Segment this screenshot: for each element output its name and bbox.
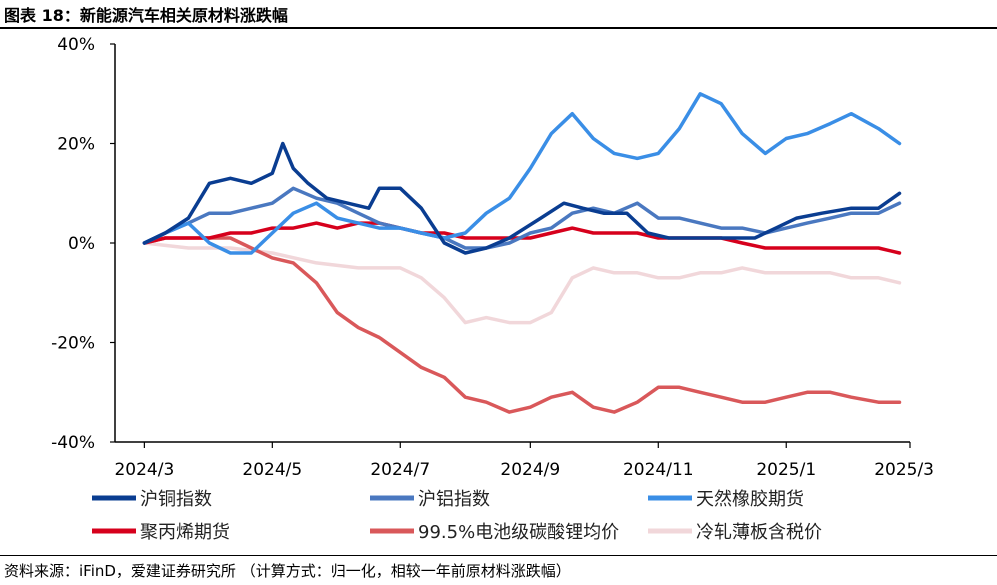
legend-label: 沪铜指数 [140,489,212,510]
y-tick-label: -20% [51,334,95,354]
y-tick-label: -40% [51,433,95,453]
x-tick-label: 2025/1 [756,460,816,480]
source-divider [0,555,997,556]
title-divider [0,27,997,29]
series-line-5 [142,241,902,325]
x-tick-label: 2024/11 [623,460,694,480]
series-line-0 [142,141,902,255]
x-tick-label: 2024/3 [114,460,174,480]
legend-label: 聚丙烯期货 [140,522,230,543]
legend-label: 沪铝指数 [418,489,490,510]
line-chart: 40% 20% 0% -20% -40% 2024/3 2024/5 2024/7 2024/9… [51,35,934,543]
legend-label: 冷轧薄板含税价 [696,522,822,543]
page-title: 图表 18：新能源汽车相关原材料涨跌幅 [4,6,288,25]
source-note: 资料来源：iFinD，爱建证券研究所 （计算方式：归一化，相较一年前原材料涨跌幅… [4,562,571,580]
series-line-2 [142,92,902,255]
legend-label: 99.5%电池级碳酸锂均价 [418,522,619,543]
y-tick-label: 20% [57,135,95,155]
x-tick-label: 2025/3 [874,460,934,480]
y-tick-label: 0% [68,234,95,254]
x-tick-label: 2024/9 [500,460,560,480]
series-line-4 [142,236,902,414]
legend-label: 天然橡胶期货 [696,489,804,510]
x-tick-label: 2024/5 [242,460,302,480]
x-tick-label: 2024/7 [370,460,430,480]
y-tick-label: 40% [57,35,95,55]
